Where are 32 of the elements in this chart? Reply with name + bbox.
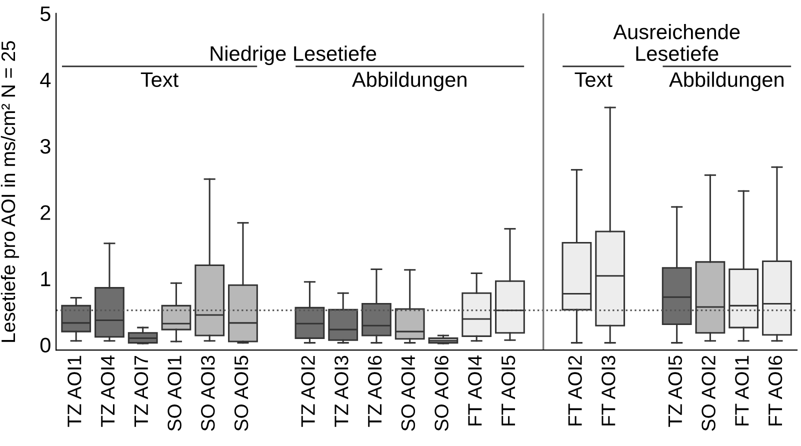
y-tick-label: 3	[40, 138, 50, 154]
y-tick-label: 1	[41, 272, 50, 286]
x-tick-label: TZ AOI2	[301, 356, 315, 427]
y-axis-title: Lesetiefe pro AOI in ms/cm² N = 25	[0, 41, 20, 342]
x-tick-label: TZ AOI6	[368, 356, 382, 427]
x-tick-label: SO AOI6	[434, 356, 448, 431]
x-tick-label: TZ AOI3	[334, 356, 348, 427]
y-tick-label: 5	[40, 6, 50, 22]
x-tick-label: SO AOI1	[168, 356, 182, 431]
annotation: Text	[140, 72, 178, 88]
y-tick-label: 2	[40, 205, 50, 220]
x-tick-label: TZ AOI4	[100, 356, 115, 427]
annotation: Ausreichende Lesetiefe	[613, 24, 740, 61]
x-tick-label: TZ AOI1	[68, 356, 82, 427]
x-tick-label: FT AOI2	[568, 356, 582, 426]
annotation: Abbildungen	[352, 72, 466, 92]
x-tick-label: TZ AOI5	[668, 356, 682, 427]
x-tick-label: FT AOI5	[501, 356, 516, 426]
annotation: Text	[574, 72, 612, 88]
annotation: Niedrige Lesetiefe	[210, 46, 376, 66]
x-tick-label: FT AOI3	[602, 356, 616, 426]
x-tick-label: SO AOI5	[234, 356, 248, 431]
x-tick-label: SO AOI3	[201, 356, 215, 431]
x-tick-label: SO AOI2	[702, 356, 716, 431]
y-tick-label: 0	[40, 338, 50, 353]
x-tick-label: TZ AOI7	[134, 356, 148, 427]
x-tick-label: FT AOI6	[768, 356, 782, 426]
annotation: Abbildungen	[669, 72, 784, 92]
x-tick-label: FT AOI4	[468, 356, 482, 426]
y-tick-label: 4	[40, 72, 51, 88]
x-tick-label: FT AOI1	[735, 356, 749, 426]
x-tick-label: SO AOI4	[401, 356, 416, 431]
